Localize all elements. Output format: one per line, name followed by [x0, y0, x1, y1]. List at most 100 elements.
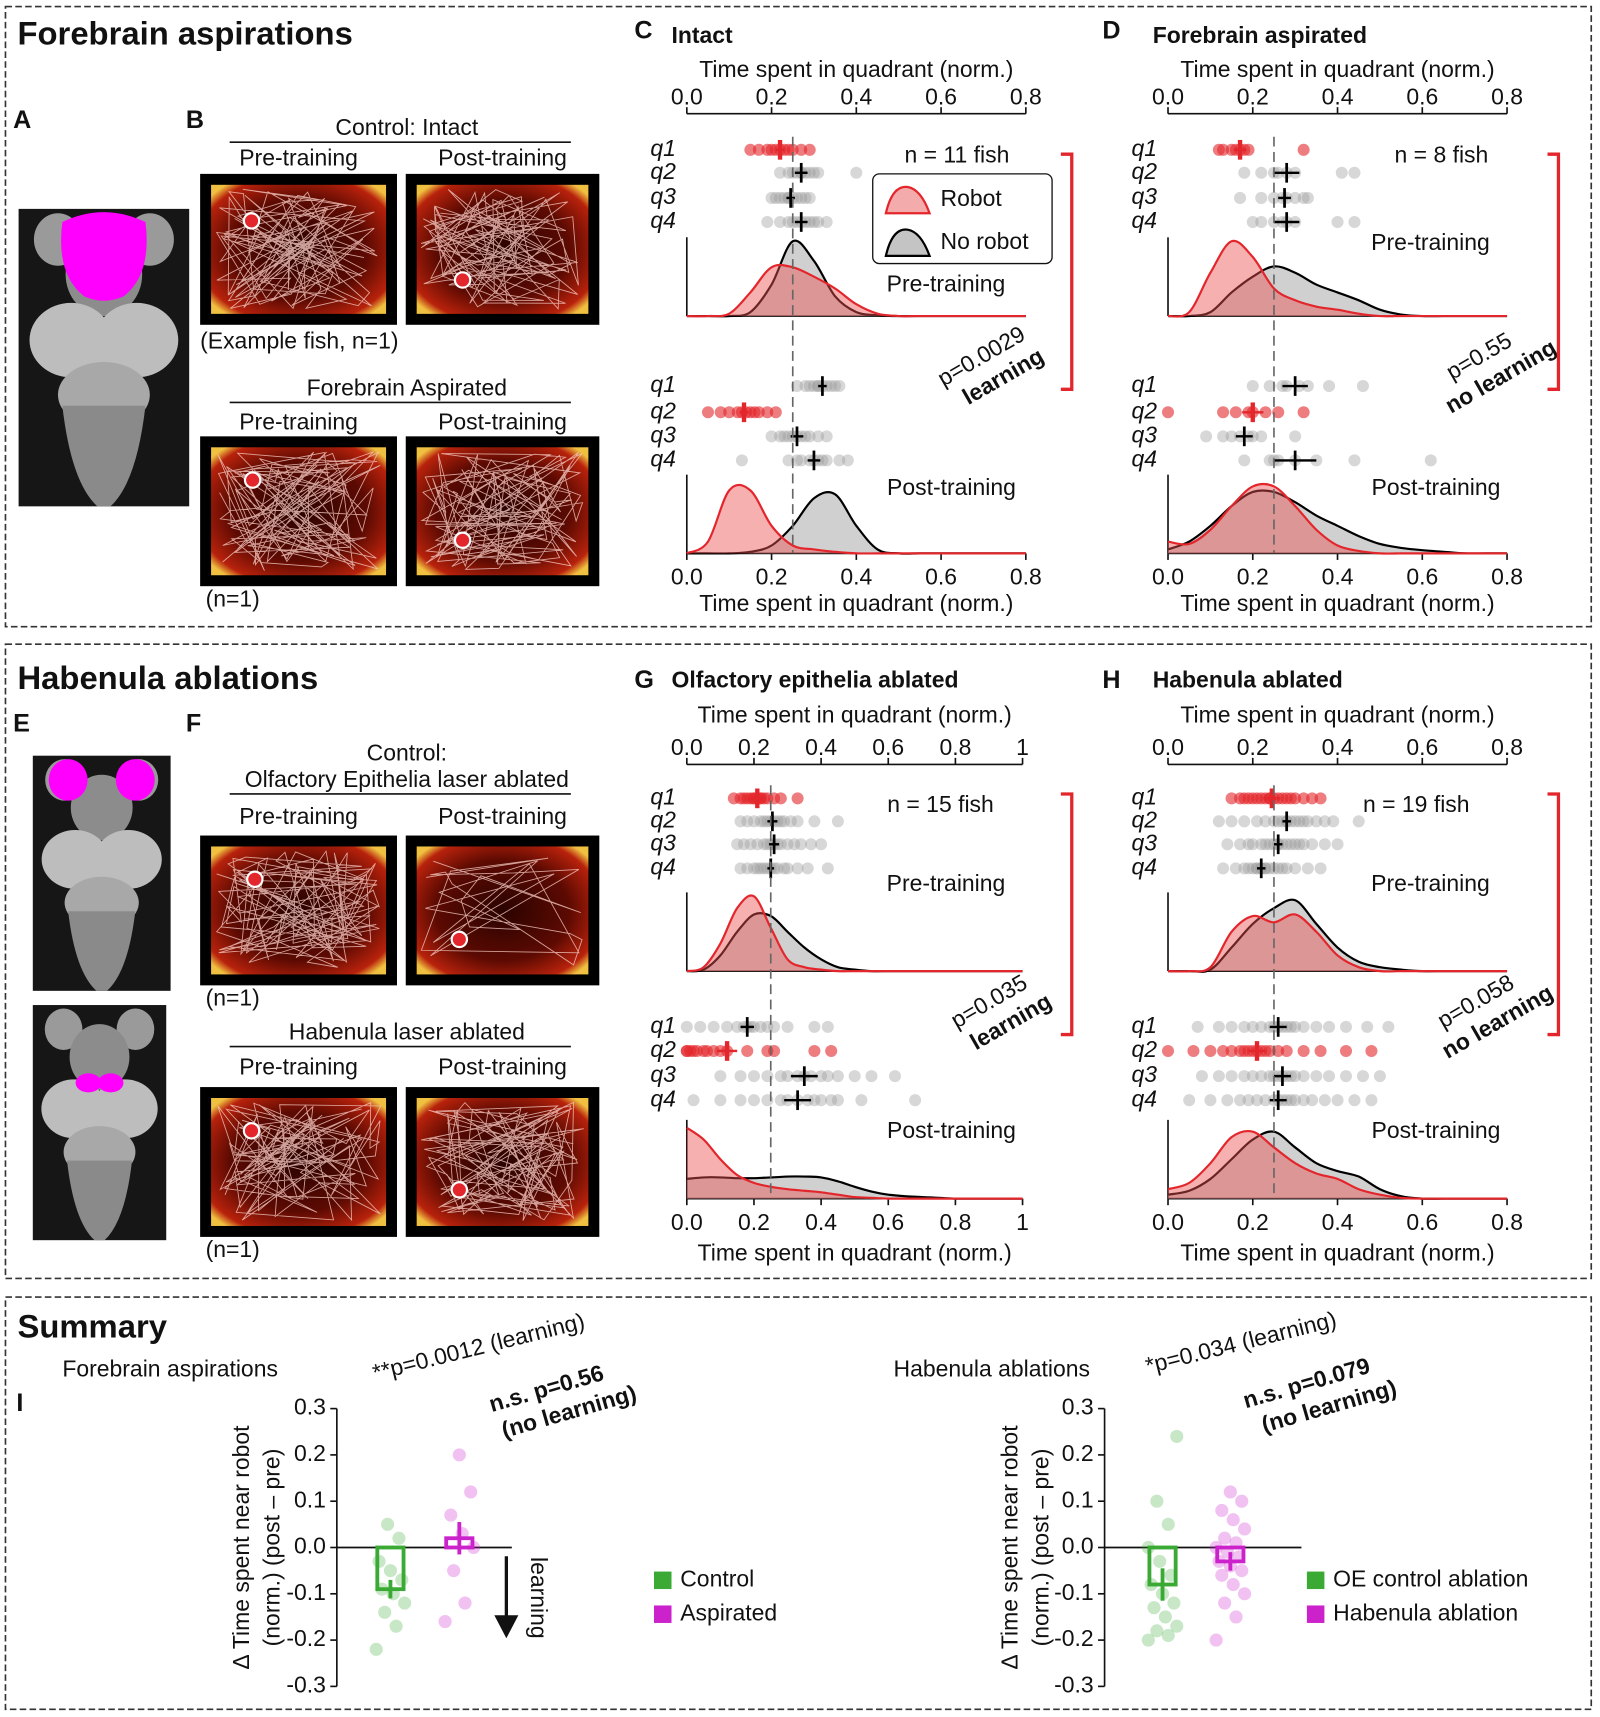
fish-point	[1289, 1070, 1302, 1083]
fish-point	[1183, 1094, 1196, 1107]
fish-point	[1218, 1596, 1232, 1610]
fish-point	[447, 1564, 461, 1578]
fish-point	[795, 143, 808, 156]
fish-point	[1348, 454, 1361, 467]
robot	[450, 930, 469, 949]
fish-point	[723, 406, 736, 419]
fish-point	[1250, 815, 1264, 828]
fish-point	[1235, 1564, 1249, 1578]
brain-part	[68, 911, 136, 991]
fish-point	[774, 792, 787, 805]
fish-point	[758, 838, 771, 851]
fish-point	[369, 1642, 383, 1656]
fish-point	[761, 1070, 774, 1083]
fish-point	[1238, 1587, 1252, 1601]
quadrant-label: q4	[650, 1085, 676, 1111]
fish-point	[758, 862, 771, 875]
quadrant-label: q1	[1132, 371, 1158, 397]
fish-point	[1229, 1610, 1243, 1624]
fish-point	[1255, 1070, 1268, 1083]
fish-point	[1141, 1633, 1155, 1647]
x-tick-label: 0.8	[939, 1209, 971, 1235]
fish-point	[841, 454, 854, 467]
example-title: Control:	[367, 740, 447, 766]
x-tick-label: 0.2	[1237, 564, 1269, 590]
brain-part	[69, 1024, 130, 1090]
x-tick-label: 0.0	[1152, 734, 1184, 760]
fish-point	[801, 862, 814, 875]
fish-point	[825, 1094, 838, 1107]
fish-point	[1225, 1020, 1238, 1033]
fish-point	[1318, 815, 1331, 828]
x-tick-label: 0.2	[738, 1209, 770, 1235]
y-tick-label: 0.2	[1062, 1440, 1094, 1466]
fish-point	[1289, 792, 1302, 805]
y-tick-label: -0.2	[286, 1625, 326, 1651]
fish-point	[1331, 1094, 1344, 1107]
fish-point	[1238, 815, 1251, 828]
fish-point	[790, 191, 804, 204]
density-line	[686, 1126, 1023, 1200]
heatmap	[416, 846, 589, 975]
phase-label: Pre-training	[1371, 229, 1490, 255]
fish-point	[1297, 406, 1310, 419]
density-area	[1168, 240, 1508, 317]
fish-point	[790, 380, 804, 393]
fish-point	[1297, 838, 1310, 851]
x-tick-label: 0.6	[1406, 734, 1438, 760]
fish-point	[735, 454, 748, 467]
column-label: Post-training	[438, 803, 567, 829]
fish-point	[815, 1070, 828, 1083]
y-tick-label: -0.2	[1054, 1625, 1094, 1651]
fish-point	[1234, 838, 1247, 851]
y-tick-label: 0.2	[294, 1440, 326, 1466]
robot	[450, 1181, 469, 1199]
y-tick-label: -0.1	[286, 1579, 326, 1605]
fish-point	[807, 215, 820, 229]
x-tick-label: 0.2	[756, 83, 788, 109]
brain-part	[44, 1008, 83, 1051]
fish-point	[1158, 1610, 1172, 1624]
quadrant-label: q3	[650, 829, 676, 855]
density-area	[686, 492, 1026, 554]
fish-point	[790, 454, 804, 467]
fish-point	[389, 1619, 403, 1633]
fish-point	[1238, 454, 1251, 467]
fish-point	[1246, 862, 1259, 875]
legend-swatch	[653, 1571, 672, 1590]
fish-point	[774, 838, 787, 851]
fish-point	[824, 380, 837, 393]
fish-point	[1147, 1601, 1161, 1615]
legend-swatch	[1306, 1571, 1325, 1590]
fish-point	[1297, 1044, 1310, 1057]
panel-letter: H	[1102, 666, 1120, 694]
track	[420, 452, 584, 570]
fish-point	[794, 838, 807, 851]
fish-point	[831, 1070, 844, 1083]
fish-point	[1339, 1070, 1353, 1083]
fish-point	[769, 406, 782, 419]
fish-point	[808, 1020, 821, 1033]
fish-point	[1235, 1494, 1249, 1508]
fish-point	[1209, 1633, 1223, 1647]
fish-point	[799, 191, 812, 204]
fish-point	[680, 1020, 693, 1033]
fish-point	[821, 1070, 834, 1083]
x-tick-label: 0.0	[671, 564, 703, 590]
fish-point	[1255, 166, 1268, 179]
fish-point	[825, 1044, 838, 1057]
brain	[29, 212, 179, 507]
fish-point	[1255, 1020, 1268, 1033]
fish-point	[1382, 1020, 1395, 1033]
fish-point	[1221, 838, 1234, 851]
fish-point	[1161, 1044, 1175, 1057]
fish-point	[747, 815, 760, 828]
x-axis-title: Time spent in quadrant (norm.)	[1180, 1239, 1494, 1265]
fish-point	[781, 1020, 794, 1033]
phase-label: Post-training	[1372, 474, 1501, 500]
fish-point	[1238, 1522, 1252, 1536]
fish-point	[1217, 1044, 1230, 1057]
x-tick-label: 0.0	[671, 1209, 703, 1235]
fish-point	[1170, 1429, 1184, 1443]
x-axis-title: Time spent in quadrant (norm.)	[698, 701, 1012, 727]
